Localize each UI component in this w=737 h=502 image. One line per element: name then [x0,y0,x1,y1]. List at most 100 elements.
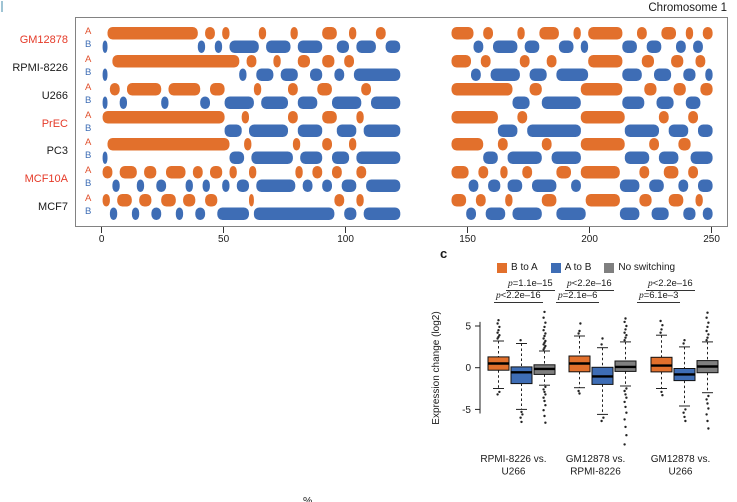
outlier-point [543,325,546,329]
compartment-a-letter: A [85,54,92,65]
compartment-segment-b [336,124,357,137]
compartment-segment-b [683,68,696,81]
compartment-segment-a [522,166,533,179]
y-axis-tick-label: 5 [465,322,471,333]
compartment-segment-a [317,83,332,96]
compartment-segment-b [698,124,713,137]
compartment-segment-a [312,166,323,179]
outlier-point [519,416,522,419]
x-axis-tick-label: 250 [703,234,720,245]
cropped-edge-artifact [1,1,3,12]
outlier-point [519,339,522,342]
x-axis-tick [589,227,591,233]
outlier-point [625,434,628,437]
compartment-segment-b [200,96,210,109]
outlier-point [544,339,547,343]
compartment-segment-a [451,138,484,151]
compartment-segment-b [344,207,357,220]
outlier-point [705,316,708,319]
compartment-segment-a [334,194,345,207]
compartment-segment-a [244,138,252,151]
x-axis-tick-label: 100 [337,234,354,245]
compartment-segment-b [497,124,518,137]
compartment-segment-b [466,207,476,220]
compartment-segment-b [356,40,376,53]
compartment-segment-b [580,40,589,53]
outlier-point [705,329,708,333]
outlier-point [623,389,626,393]
compartment-segment-b [649,179,664,192]
compartment-segment-b [558,40,574,53]
compartment-segment-a [658,111,669,124]
compartment-segment-a [322,55,335,68]
compartment-a-letter: A [85,82,92,93]
compartment-segment-b [109,207,118,220]
group-label-line1: GM12878 vs. [651,454,710,465]
outlier-point [682,342,685,345]
compartment-segment-a [144,166,157,179]
p-lower-group1: p<2.2e–16 [494,290,543,303]
outlier-point [520,420,523,424]
compartment-segment-b [678,179,689,192]
compartment-segment-a [500,166,508,179]
compartment-segment-a [107,138,230,151]
compartment-segment-b [619,207,640,220]
track-plot-area [75,17,728,227]
compartment-segment-a [205,27,215,40]
compartment-segment-b [485,207,506,220]
compartment-segment-b [256,179,296,192]
outlier-point [497,319,500,322]
compartment-segment-a [344,55,354,68]
compartment-segment-b [266,40,291,53]
compartment-segment-a [585,194,620,207]
compartment-segment-a [273,55,281,68]
compartment-segment-b [353,68,401,81]
compartment-segment-a [292,138,301,151]
compartment-segment-a [671,55,684,68]
compartment-segment-a [349,138,357,151]
compartment-segment-b [310,68,323,81]
compartment-a-letter: A [85,165,92,176]
x-axis-tick-label: 200 [581,234,598,245]
compartment-segment-a [297,55,310,68]
compartment-segment-a [109,83,120,96]
compartment-segment-a [580,111,625,124]
compartment-segment-a [192,166,203,179]
boxplot-legend-swatch-icon [550,262,561,273]
compartment-segment-b [256,68,274,81]
outlier-point [707,427,710,430]
compartment-segment-a [539,27,559,40]
outlier-point [600,343,603,346]
compartment-segment-a [580,138,625,151]
outlier-point [661,394,664,397]
y-axis-title: Expression change (log2) [431,311,442,424]
outlier-point [684,408,687,411]
outlier-point [684,419,687,423]
outlier-point [683,415,686,419]
outlier-point [498,325,501,329]
compartment-segment-a [112,55,240,68]
compartment-segment-b [229,151,245,164]
outlier-point [623,339,626,342]
compartment-segment-b [261,96,288,109]
compartment-segment-a [588,27,623,40]
compartment-segment-b [624,151,650,164]
outlier-point [705,339,708,342]
outlier-point [707,333,710,336]
compartment-segment-a [556,166,571,179]
compartment-b-letter: B [85,123,92,134]
compartment-segment-b [297,96,318,109]
compartment-segment-a [161,194,176,207]
compartment-segment-b [217,207,249,220]
compartment-segment-a [168,83,201,96]
compartment-segment-a [580,166,620,179]
compartment-segment-a [322,27,337,40]
outlier-point [543,414,546,418]
boxplot-legend: B to A A to B No switching [497,262,675,273]
cell-line-label-mcf7: MCF7 [38,201,68,213]
boxplot-legend-label: B to A [511,262,538,273]
outlier-point [624,317,627,320]
compartment-segment-b [468,179,479,192]
compartment-segment-a [102,166,113,179]
outlier-point [707,394,710,398]
